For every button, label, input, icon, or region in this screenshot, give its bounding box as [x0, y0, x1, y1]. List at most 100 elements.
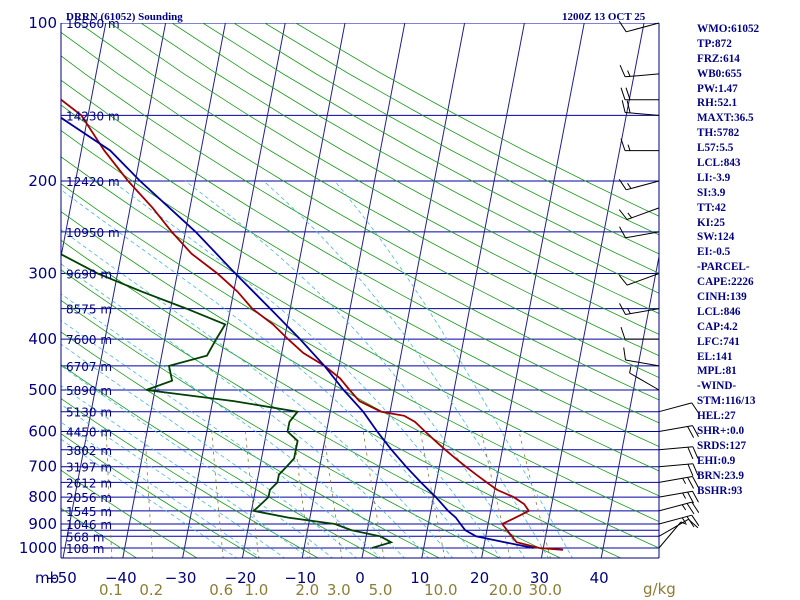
dry-adiabat: [78, 23, 659, 357]
moist-adiabat: [263, 180, 549, 558]
moist-adiabat: [334, 180, 573, 558]
dry-adiabat: [61, 269, 562, 558]
sounding-index: EI:-0.5: [697, 246, 731, 259]
pressure-tick-label: 1000: [19, 539, 57, 557]
temperature-tick-label: −40: [105, 569, 137, 587]
sounding-index: LI:-3.9: [697, 171, 731, 184]
pressure-tick-label: 300: [28, 265, 57, 283]
sounding-index: WMO:61052: [697, 23, 760, 35]
pressure-unit-label: mb: [35, 569, 59, 587]
wind-barb: [620, 326, 659, 340]
mixing-ratio-tick-label: 0.2: [139, 581, 163, 599]
wind-barb: [620, 138, 659, 152]
temperature-tick-label: −50: [45, 569, 77, 587]
parcel-trace: [61, 116, 534, 549]
wind-barb-shaft: [658, 402, 692, 413]
wind-barb: [658, 476, 699, 489]
isotherm: [421, 23, 525, 558]
wind-barb-shaft: [629, 372, 660, 391]
wind-barb-half-flag: [627, 183, 632, 189]
wind-barb-shaft: [625, 231, 660, 239]
wind-barb-half-flag: [680, 521, 687, 525]
wind-barb-flag: [618, 179, 627, 191]
pressure-tick-label: 400: [28, 330, 57, 348]
dry-adiabat: [109, 23, 659, 335]
wind-barb: [619, 65, 660, 78]
wind-barb-flag: [692, 463, 699, 476]
wind-barb-flag: [626, 100, 631, 114]
dry-adiabat: [61, 156, 659, 497]
wind-barb-shaft: [626, 22, 660, 33]
wind-barb-flag: [688, 518, 699, 529]
wind-barb-flag: [620, 326, 626, 340]
wind-barb-shaft: [658, 476, 693, 483]
moist-adiabat: [61, 189, 478, 558]
dry-adiabat: [202, 23, 659, 274]
mixing-ratio-line: [362, 431, 385, 558]
dry-adiabat: [61, 507, 138, 558]
sounding-traces: [61, 98, 564, 551]
moist-adiabat: [61, 343, 358, 558]
wind-barb: [629, 366, 660, 391]
mixing-ratio-tick-label: 2.0: [295, 581, 319, 599]
mixing-ratio-tick-label: 10.0: [424, 581, 457, 599]
temperature-labels: −50 −40 −30 −20 −10 0 10 20 30 40: [45, 569, 609, 587]
sounding-index: -WIND-: [697, 380, 737, 393]
pressure-tick-label: 700: [28, 458, 57, 476]
isotherm: [182, 23, 286, 558]
wind-barb-shaft: [658, 463, 693, 468]
dry-adiabat: [61, 104, 659, 448]
mixing-ratio-tick-label: 0.1: [99, 581, 123, 599]
dry-adiabat: [61, 211, 659, 549]
dry-adiabat: [61, 31, 659, 378]
wind-barb: [620, 87, 659, 101]
wind-barb: [618, 20, 660, 33]
temperature-tick-label: 0: [355, 569, 365, 587]
sounding-index: BRN:23.9: [697, 469, 744, 482]
mixing-ratio-tick-label: 30.0: [528, 581, 561, 599]
wind-barb: [618, 273, 660, 286]
wind-barb-flag: [621, 100, 626, 113]
wind-barb-flag: [687, 426, 695, 438]
wind-barb-shaft: [658, 518, 689, 537]
wind-barb-flag: [625, 87, 631, 100]
sounding-index: KI:25: [697, 216, 725, 229]
height-label: 7600 m: [66, 333, 112, 347]
sounding-index: HEL:27: [697, 410, 736, 423]
temperature-tick-label: −30: [165, 569, 197, 587]
mixing-ratio-line: [105, 431, 113, 558]
height-label: 10950 m: [66, 226, 120, 240]
temperature-tick-label: 10: [410, 569, 429, 587]
dry-adiabat: [233, 23, 659, 255]
wind-barb-shaft: [625, 359, 660, 367]
sounding-index: TH:5782: [697, 127, 740, 140]
height-label: 12420 m: [66, 175, 120, 189]
sounding-index: SHR+:0.0: [697, 425, 745, 438]
sounding-index: EL:141: [697, 350, 733, 363]
wind-barb-flag: [618, 209, 628, 220]
sounding-index: EHI:0.9: [697, 454, 736, 467]
wind-barb-half-flag: [682, 492, 687, 499]
wind-barb-flag: [692, 490, 699, 503]
isotherm: [62, 23, 167, 558]
mixing-ratio-unit: g/kg: [643, 580, 676, 598]
wind-barb-flag: [686, 503, 695, 515]
dewpoint-trace: [61, 253, 394, 549]
wind-barb-flag: [619, 65, 626, 77]
dry-adiabat: [61, 299, 501, 558]
temperature-tick-label: −20: [225, 569, 257, 587]
sounding-index: SW:124: [697, 231, 735, 244]
moist-adiabat: [185, 180, 525, 558]
wind-barb-flag: [620, 87, 626, 100]
sounding-index: SI:3.9: [697, 186, 726, 199]
sounding-index: BSHR:93: [697, 484, 743, 497]
wind-barb-flag: [687, 447, 694, 460]
height-label: 3802 m: [66, 444, 112, 458]
height-label: 1046 m: [66, 518, 112, 532]
temperature-tick-label: 20: [470, 569, 489, 587]
height-label: 5890 m: [66, 384, 112, 398]
dry-adiabat: [61, 239, 622, 558]
wind-barb: [658, 518, 699, 537]
wind-barb: [658, 402, 700, 414]
mixing-ratio-tick-label: 20.0: [489, 581, 522, 599]
